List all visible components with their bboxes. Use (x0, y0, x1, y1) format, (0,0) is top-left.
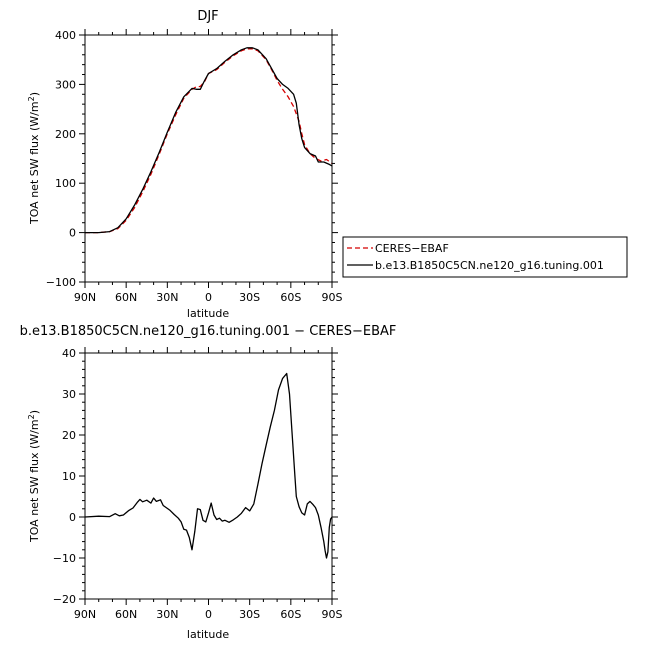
series-line-1 (85, 47, 333, 234)
x-tick-label: 30S (239, 608, 260, 621)
chart-djf: DJF 90N 60N 30N 0 30S 60S 90S −100 0 100 200 300 400… (27, 9, 343, 320)
y-tick-label: −10 (53, 552, 76, 565)
x-tick-label: 30N (156, 291, 178, 304)
y-axis-label: TOA net SW flux (W/m2) (27, 92, 41, 225)
x-tick-label: 30N (156, 608, 178, 621)
x-tick-label: 90N (74, 608, 96, 621)
legend-label-ceres: CERES−EBAF (375, 242, 449, 255)
y-tick-label: 30 (62, 388, 76, 401)
chart-difference: b.e13.B1850C5CN.ne120_g16.tuning.001 − C… (20, 324, 397, 641)
legend-box (342, 236, 628, 278)
y-tick-label: 20 (62, 429, 76, 442)
plot-frame (84, 352, 333, 600)
legend: CERES−EBAF b.e13.B1850C5CN.ne120_g16.tun… (342, 236, 628, 278)
x-tick-label: 0 (205, 291, 212, 304)
y-axis-label: TOA net SW flux (W/m2) (27, 410, 41, 543)
series-line-0 (84, 372, 333, 559)
x-tick-label: 60N (115, 608, 137, 621)
x-tick-label: 60S (280, 291, 301, 304)
y-tick-label: 100 (55, 177, 76, 190)
chart-title: b.e13.B1850C5CN.ne120_g16.tuning.001 − C… (20, 324, 397, 339)
y-tick-label: 400 (55, 29, 76, 42)
y-tick-label: 0 (69, 511, 76, 524)
y-tick-label: −100 (46, 276, 76, 289)
plot-frame (84, 34, 333, 283)
x-tick-label: 60S (280, 608, 301, 621)
legend-label-model: b.e13.B1850C5CN.ne120_g16.tuning.001 (375, 259, 604, 272)
x-axis-label: latitude (187, 307, 229, 320)
x-axis-label: latitude (187, 628, 229, 641)
y-tick-label: 200 (55, 128, 76, 141)
y-tick-label: 300 (55, 78, 76, 91)
x-tick-label: 90S (322, 291, 343, 304)
series-line-0 (85, 48, 333, 234)
y-tick-label: −20 (53, 593, 76, 606)
x-tick-label: 0 (205, 608, 212, 621)
y-tick-label: 0 (69, 227, 76, 240)
x-tick-label: 90S (322, 608, 343, 621)
y-tick-label: 10 (62, 470, 76, 483)
x-tick-label: 60N (115, 291, 137, 304)
chart-title: DJF (197, 9, 218, 24)
x-tick-label: 30S (239, 291, 260, 304)
x-tick-label: 90N (74, 291, 96, 304)
y-tick-label: 40 (62, 347, 76, 360)
